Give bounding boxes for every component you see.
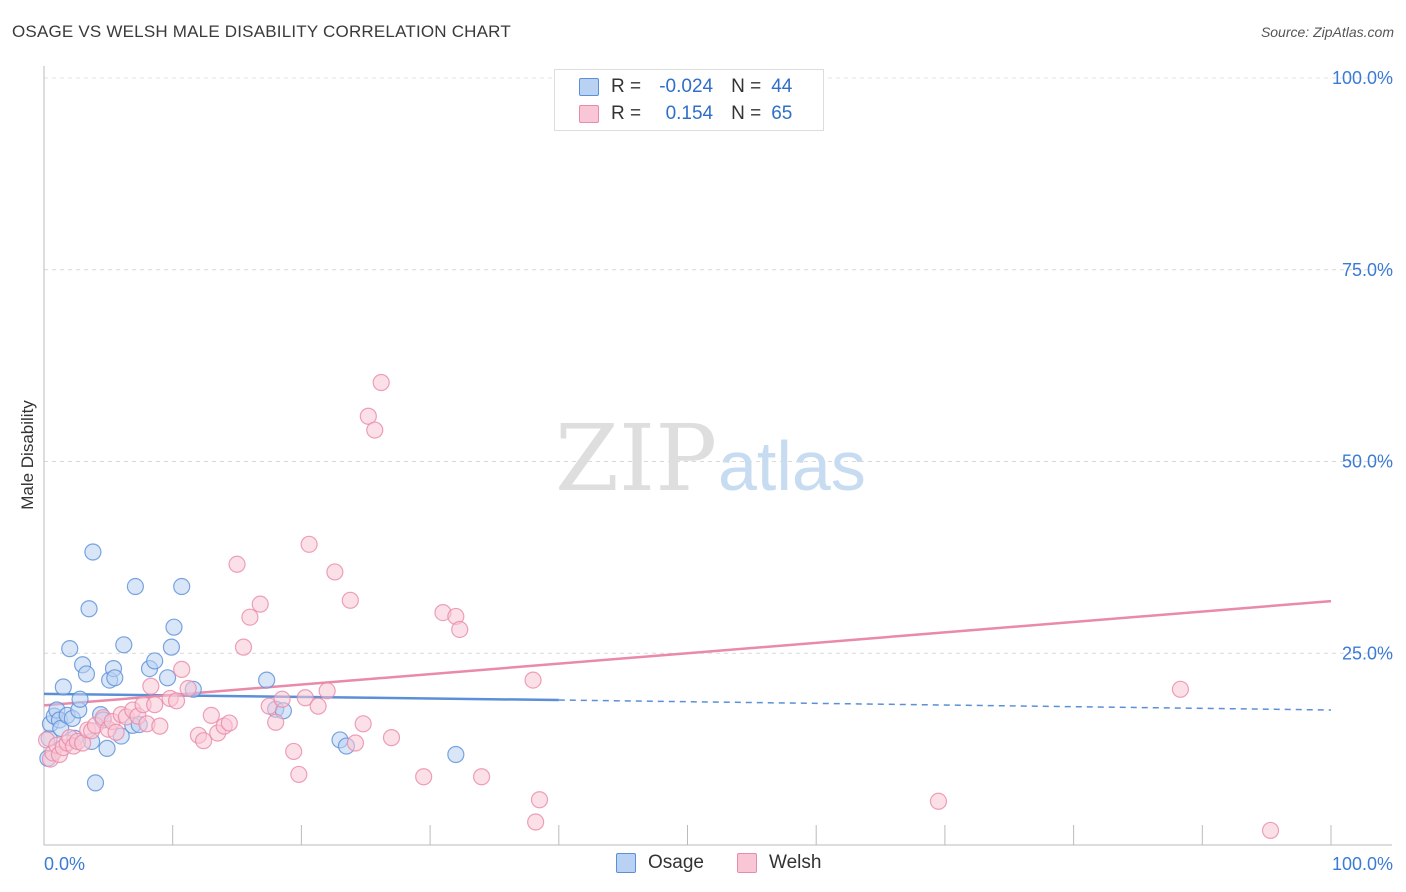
data-point xyxy=(167,692,186,710)
r-value: -0.024 xyxy=(659,76,714,97)
data-point xyxy=(77,665,96,683)
trend-line-welsh xyxy=(43,599,1332,707)
welsh-swatch xyxy=(737,853,757,873)
legend-label: Welsh xyxy=(769,852,822,873)
data-point xyxy=(258,671,276,689)
data-point xyxy=(530,791,549,809)
watermark-zip: ZIP xyxy=(555,405,717,512)
data-point xyxy=(158,669,177,687)
data-point xyxy=(165,618,183,636)
data-point xyxy=(285,742,303,761)
data-point xyxy=(54,678,72,696)
osage-swatch xyxy=(579,78,599,96)
data-point xyxy=(296,689,314,707)
data-point xyxy=(267,713,285,731)
data-point xyxy=(326,563,344,581)
data-point xyxy=(71,690,89,708)
r-label: R = xyxy=(611,76,642,97)
series-legend: Osage Welsh xyxy=(0,852,1406,878)
legend-row-welsh: R = 0.154 N = 65 xyxy=(579,102,792,126)
data-point xyxy=(929,792,948,810)
data-point xyxy=(346,734,365,752)
data-points xyxy=(37,373,1280,840)
data-point xyxy=(318,682,336,700)
chart-title: OSAGE VS WELSH MALE DISABILITY CORRELATI… xyxy=(12,22,511,41)
data-point xyxy=(290,765,308,784)
data-point xyxy=(80,600,98,618)
trend-line-extension-osage xyxy=(558,699,1332,711)
correlation-legend: R = -0.024 N = 44 R = 0.154 N = 65 xyxy=(554,69,824,131)
data-point xyxy=(151,717,169,735)
axes xyxy=(43,66,1392,846)
data-point xyxy=(359,407,377,425)
trend-lines xyxy=(43,599,1332,711)
x-tick-label: 100.0% xyxy=(1332,854,1393,874)
data-point xyxy=(273,690,291,708)
data-point xyxy=(472,768,491,786)
y-tick-label: 25.0% xyxy=(1342,643,1393,663)
n-value: 44 xyxy=(771,76,793,97)
data-point xyxy=(524,671,542,689)
tick-labels: 25.0% 50.0% 75.0% 100.0% 0.0% 100.0% xyxy=(44,68,1393,874)
data-point xyxy=(447,745,465,764)
watermark-atlas: atlas xyxy=(718,427,866,505)
legend-item-welsh[interactable]: Welsh xyxy=(737,852,821,874)
data-point xyxy=(527,813,545,831)
data-point xyxy=(372,373,390,392)
data-point xyxy=(146,696,164,714)
data-point xyxy=(354,715,372,733)
series-osage xyxy=(39,543,465,792)
y-axis-label: Male Disability xyxy=(18,400,37,510)
y-tick-label: 75.0% xyxy=(1342,260,1393,280)
data-point xyxy=(107,723,125,741)
data-point xyxy=(162,638,181,656)
legend-item-osage[interactable]: Osage xyxy=(616,852,704,874)
data-point xyxy=(241,608,259,626)
data-point xyxy=(300,535,318,553)
chart-source: Source: ZipAtlas.com xyxy=(1260,24,1394,40)
data-point xyxy=(142,677,160,695)
data-point xyxy=(173,577,191,596)
n-label: N = xyxy=(731,76,762,97)
data-point xyxy=(220,714,238,732)
data-point xyxy=(251,595,269,613)
data-point xyxy=(382,729,401,747)
data-point xyxy=(84,543,102,561)
series-welsh xyxy=(37,373,1280,840)
watermark: ZIP atlas xyxy=(555,405,866,512)
n-value: 65 xyxy=(771,103,793,124)
data-point xyxy=(194,732,213,750)
welsh-swatch xyxy=(579,105,599,123)
legend-row-osage: R = -0.024 N = 44 xyxy=(579,75,792,99)
data-point xyxy=(228,555,246,573)
data-point xyxy=(341,591,359,609)
data-point xyxy=(115,636,133,654)
y-tick-label: 50.0% xyxy=(1342,452,1393,472)
data-point xyxy=(173,660,191,678)
y-tick-label: 100.0% xyxy=(1332,68,1393,88)
data-point xyxy=(106,669,124,687)
data-point xyxy=(1261,821,1280,840)
x-tick-label: 0.0% xyxy=(44,854,85,874)
data-point xyxy=(1171,680,1190,698)
data-point xyxy=(61,640,79,658)
data-point xyxy=(415,768,433,786)
legend-label: Osage xyxy=(648,852,704,873)
n-label: N = xyxy=(731,103,762,124)
data-point xyxy=(86,774,105,792)
data-point xyxy=(146,652,164,670)
r-value: 0.154 xyxy=(665,103,714,124)
data-point xyxy=(179,679,197,698)
r-label: R = xyxy=(611,103,642,124)
osage-swatch xyxy=(616,853,636,873)
data-point xyxy=(451,620,469,639)
data-point xyxy=(366,421,384,439)
data-point xyxy=(126,577,144,596)
data-point xyxy=(98,739,116,757)
data-point xyxy=(309,697,327,715)
gridlines xyxy=(44,77,1392,654)
data-point xyxy=(234,638,253,656)
data-point xyxy=(202,706,220,724)
